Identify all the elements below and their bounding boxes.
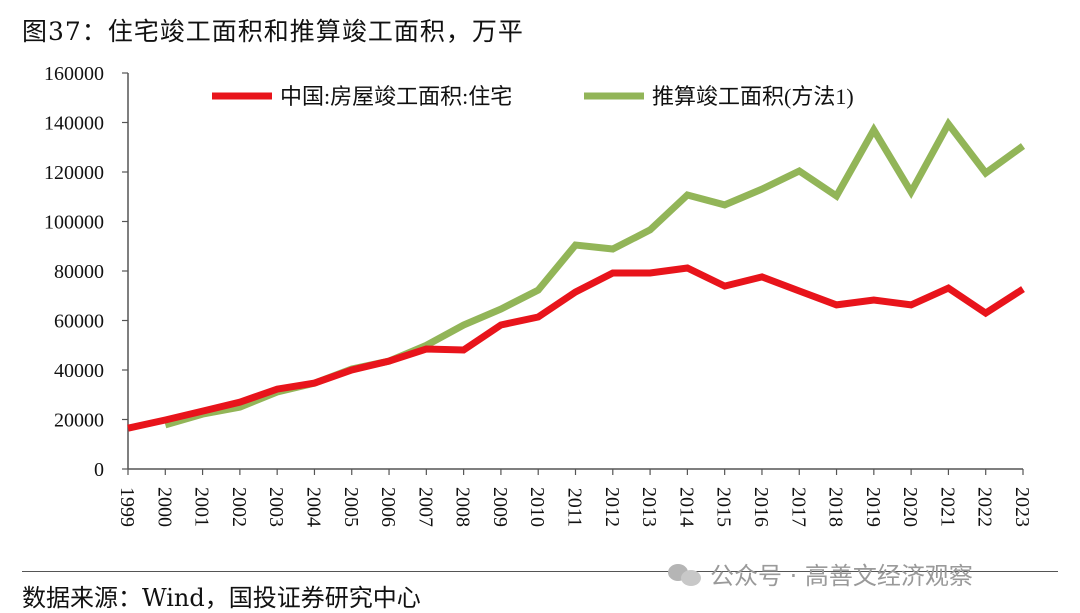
x-tick-label: 2009 [489,487,511,527]
x-tick-label: 2010 [526,487,548,527]
y-tick-label: 0 [94,459,104,481]
x-tick-label: 2008 [452,487,474,527]
divider [22,571,1058,572]
legend-label: 推算竣工面积(方法1) [652,84,854,109]
y-tick-label: 60000 [54,311,104,333]
x-tick-label: 2022 [974,487,996,527]
x-tick-label: 2000 [153,487,175,527]
watermark: 公众号 · 高善文经济观察 [668,556,973,591]
x-tick-label: 2004 [302,487,324,527]
legend: 中国:房屋竣工面积:住宅 推算竣工面积(方法1) [212,84,854,109]
y-tick-label: 100000 [44,212,104,234]
y-tick-label: 160000 [44,63,104,85]
x-tick-label: 1999 [116,487,138,527]
legend-label: 中国:房屋竣工面积:住宅 [280,84,512,109]
x-tick-label: 2021 [936,487,958,527]
x-tick-label: 2011 [564,488,586,527]
series-line [127,264,1025,432]
x-tick-label: 2007 [414,487,436,527]
y-tick-label: 120000 [44,162,104,184]
source-note: 数据来源：Wind，国投证券研究中心 [22,584,421,612]
y-tick-label: 20000 [54,410,104,432]
chart-title: 图37：住宅竣工面积和推算竣工面积，万平 [22,17,524,46]
x-tick-label: 2002 [228,487,250,527]
line-chart: 0 20000 40000 60000 80000 100000 120000 140000 1… [44,63,1033,527]
y-tick-label: 80000 [54,261,104,283]
series-lines [127,117,1026,432]
axes: 0 20000 40000 60000 80000 100000 120000 140000 1… [44,63,1033,527]
wechat-icon [668,562,702,586]
watermark-text: 公众号 · 高善文经济观察 [710,562,973,590]
x-tick-label: 2017 [787,487,809,527]
x-tick-label: 2012 [601,487,623,527]
x-tick-label: 2023 [1011,487,1033,527]
x-tick-label: 2006 [377,487,399,527]
x-tick-label: 2015 [713,487,735,527]
x-tick-label: 2016 [750,487,772,527]
x-tick-label: 2005 [340,487,362,527]
x-tick-label: 2001 [191,487,213,527]
x-tick-label: 2014 [675,487,697,527]
series-line [164,117,1026,429]
x-tick-label: 2019 [862,487,884,527]
x-tick-label: 2018 [825,487,847,527]
y-tick-label: 140000 [44,113,104,135]
x-tick-label: 2020 [899,487,921,527]
x-tick-label: 2003 [265,487,287,527]
x-tick-label: 2013 [638,487,660,527]
y-tick-label: 40000 [54,360,104,382]
